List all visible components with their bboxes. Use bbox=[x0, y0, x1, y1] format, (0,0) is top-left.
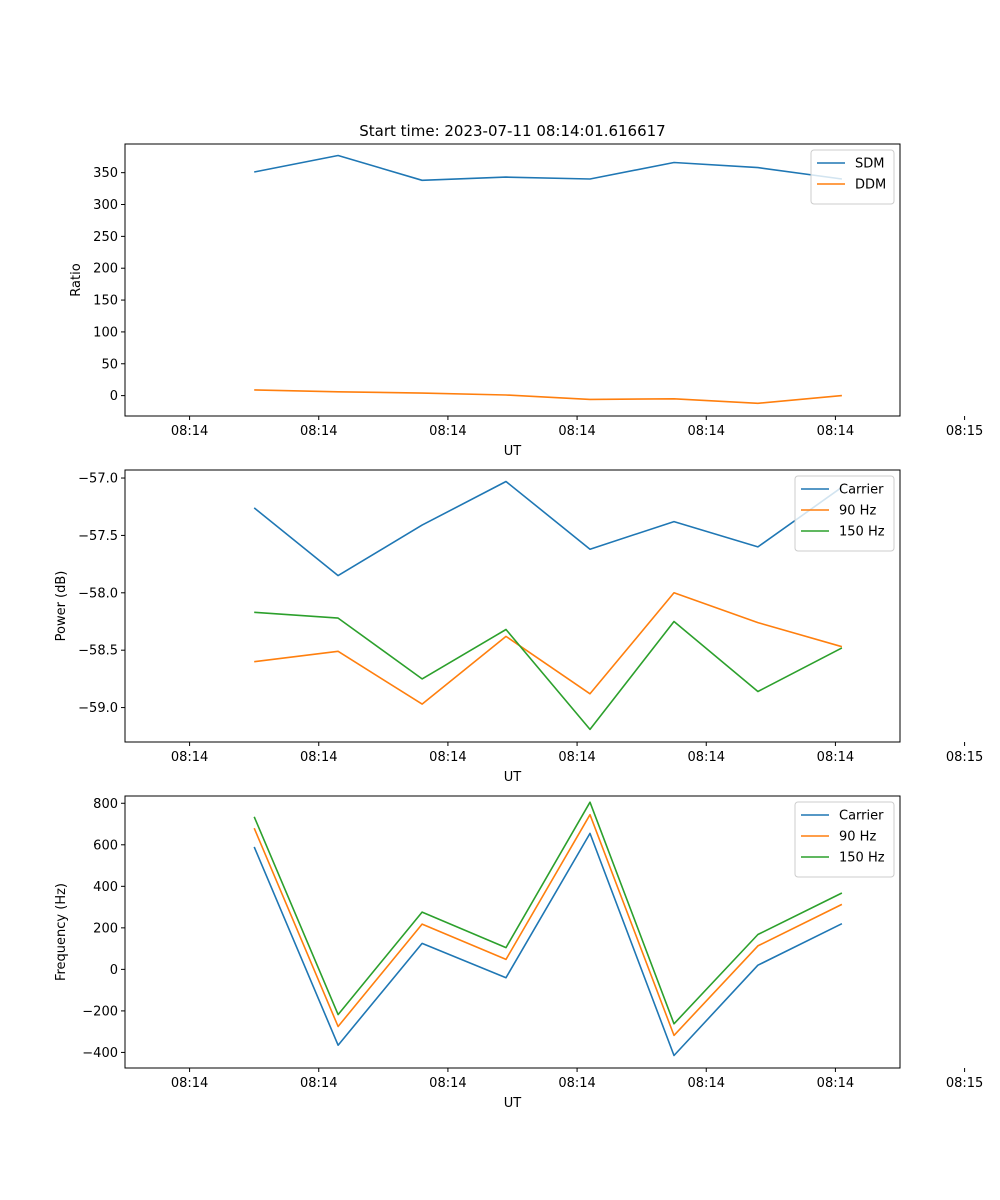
series-line-150-hz bbox=[254, 611, 843, 731]
legend-label: Carrier bbox=[839, 809, 884, 824]
y-tick-label: −58.0 bbox=[78, 586, 118, 601]
y-tick-label: 200 bbox=[93, 921, 118, 936]
x-axis-label: UT bbox=[504, 770, 522, 785]
chart-panel-3: 08:14 08:14 08:14 08:14 08:14 08:14 08:15 −400 −… bbox=[54, 795, 983, 1111]
y-tick-label: −58.5 bbox=[78, 644, 118, 659]
y-tick-label: 0 bbox=[110, 389, 118, 404]
legend-label: 90 Hz bbox=[839, 830, 876, 845]
x-tick-label: 08:14 bbox=[429, 750, 466, 765]
y-axis-label: Frequency (Hz) bbox=[54, 883, 69, 981]
series-line-sdm bbox=[254, 154, 843, 182]
y-tick-label: 600 bbox=[93, 838, 118, 853]
x-axis-label: UT bbox=[504, 444, 522, 459]
x-tick-label: 08:14 bbox=[300, 750, 337, 765]
series-line-carrier bbox=[253, 480, 843, 577]
x-tick-label: 08:14 bbox=[558, 424, 595, 439]
y-axis-label: Ratio bbox=[69, 263, 84, 296]
x-tick-label: 08:14 bbox=[171, 750, 208, 765]
y-tick-label: 800 bbox=[93, 797, 118, 812]
x-tick-label: 08:14 bbox=[171, 1076, 208, 1091]
x-tick-label: 08:14 bbox=[688, 1076, 725, 1091]
y-tick-label: −200 bbox=[82, 1004, 118, 1019]
series-line-ddm bbox=[254, 389, 842, 405]
y-tick-label: −57.0 bbox=[78, 472, 118, 487]
x-tick-label: 08:15 bbox=[946, 1076, 983, 1091]
chart-panel-2: 08:14 08:14 08:14 08:14 08:14 08:14 08:15 −59.0… bbox=[54, 469, 983, 785]
series-line-150-hz bbox=[253, 801, 843, 1025]
plot-frame bbox=[124, 143, 901, 417]
x-tick-label: 08:14 bbox=[688, 424, 725, 439]
y-tick-label: 200 bbox=[93, 262, 118, 277]
y-tick-label: 400 bbox=[93, 880, 118, 895]
y-tick-label: 50 bbox=[101, 357, 118, 372]
plot-frame bbox=[124, 795, 901, 1069]
plot-frame bbox=[124, 469, 901, 743]
chart-title: Start time: 2023-07-11 08:14:01.616617 bbox=[359, 122, 665, 140]
legend: SDM DDM bbox=[810, 149, 895, 205]
x-tick-label: 08:14 bbox=[300, 424, 337, 439]
x-tick-label: 08:14 bbox=[300, 1076, 337, 1091]
y-tick-label: 150 bbox=[93, 294, 118, 309]
legend-label: DDM bbox=[855, 178, 886, 193]
legend: Carrier 90 Hz 150 Hz bbox=[794, 801, 895, 878]
x-tick-label: 08:14 bbox=[171, 424, 208, 439]
y-tick-label: 0 bbox=[110, 963, 118, 978]
legend-box bbox=[794, 475, 895, 552]
series-line-carrier bbox=[253, 832, 843, 1057]
x-tick-label: 08:14 bbox=[817, 1076, 854, 1091]
x-tick-label: 08:15 bbox=[946, 424, 983, 439]
y-tick-label: −400 bbox=[82, 1046, 118, 1061]
series-line-90-hz bbox=[254, 591, 843, 705]
legend: Carrier 90 Hz 150 Hz bbox=[794, 475, 895, 552]
legend-box bbox=[794, 801, 895, 878]
x-tick-label: 08:14 bbox=[558, 1076, 595, 1091]
y-tick-label: −59.0 bbox=[78, 701, 118, 716]
y-tick-label: 300 bbox=[93, 198, 118, 213]
x-tick-label: 08:14 bbox=[688, 750, 725, 765]
x-tick-label: 08:15 bbox=[946, 750, 983, 765]
chart-panel-1: Start time: 2023-07-11 08:14:01.616617 08… bbox=[69, 122, 983, 459]
y-axis-label: Power (dB) bbox=[54, 571, 69, 642]
legend-label: 150 Hz bbox=[839, 851, 885, 866]
x-tick-label: 08:14 bbox=[429, 1076, 466, 1091]
series-line-90-hz bbox=[253, 813, 843, 1037]
x-tick-label: 08:14 bbox=[817, 424, 854, 439]
y-tick-label: 250 bbox=[93, 230, 118, 245]
x-axis-label: UT bbox=[504, 1096, 522, 1111]
x-tick-label: 08:14 bbox=[429, 424, 466, 439]
legend-label: SDM bbox=[855, 157, 884, 172]
y-tick-label: 350 bbox=[93, 166, 118, 181]
y-tick-label: −57.5 bbox=[78, 529, 118, 544]
y-tick-label: 100 bbox=[93, 325, 118, 340]
legend-label: 90 Hz bbox=[839, 504, 876, 519]
legend-label: 150 Hz bbox=[839, 525, 885, 540]
legend-label: Carrier bbox=[839, 483, 884, 498]
x-tick-label: 08:14 bbox=[558, 750, 595, 765]
x-tick-label: 08:14 bbox=[817, 750, 854, 765]
